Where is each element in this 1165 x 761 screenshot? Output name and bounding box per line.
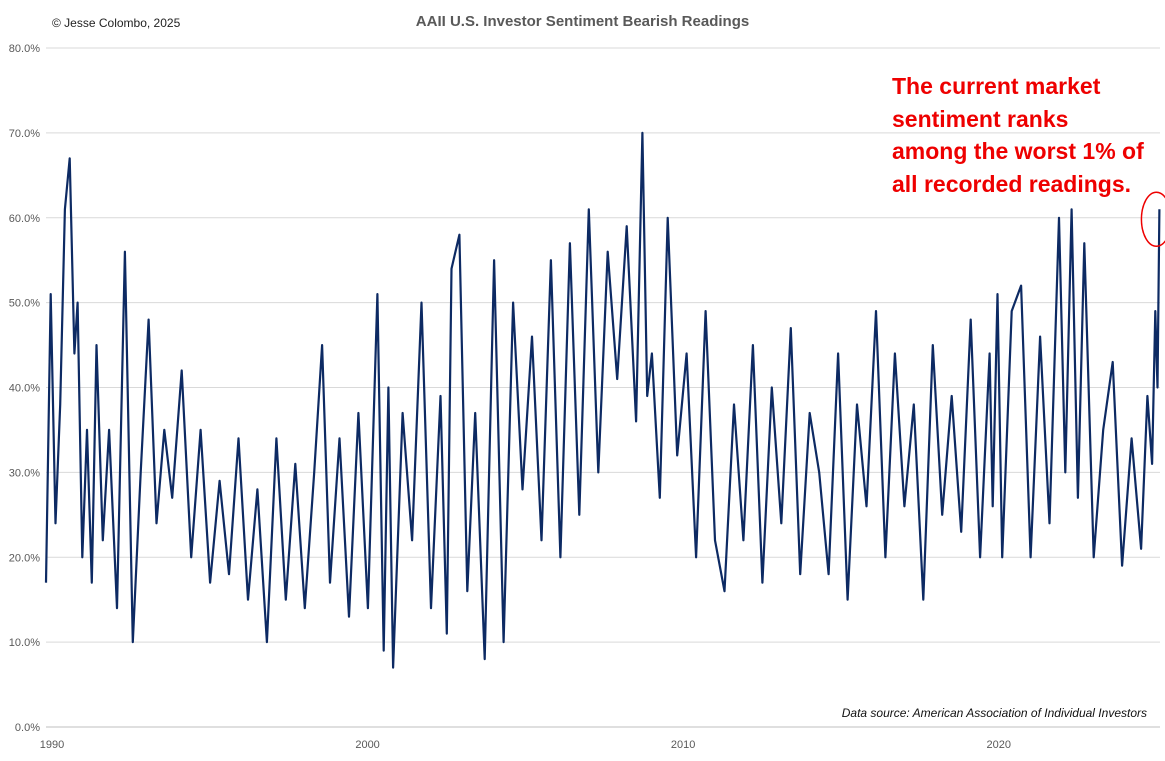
y-tick-label: 40.0%	[9, 383, 40, 395]
x-tick-label: 1990	[40, 739, 64, 751]
series-line-bearish	[44, 131, 1161, 669]
annotation-line: all recorded readings.	[892, 170, 1132, 197]
copyright-text: © Jesse Colombo, 2025	[52, 16, 181, 30]
y-tick-label: 0.0%	[15, 722, 40, 734]
y-tick-label: 20.0%	[9, 552, 40, 564]
y-tick-label: 10.0%	[9, 637, 40, 649]
annotation-text: The current market sentiment ranks among…	[892, 70, 1157, 200]
highlight-circle	[1140, 191, 1165, 248]
y-tick-label: 80.0%	[9, 43, 40, 55]
annotation-line: The current market	[892, 73, 1101, 99]
y-axis-tick-labels: 0.0% 10.0% 20.0% 30.0% 40.0% 50.0% 60.0% 70.0% 8…	[9, 43, 40, 734]
x-tick-label: 2010	[671, 739, 695, 751]
y-tick-label: 70.0%	[9, 128, 40, 140]
data-source-note: Data source: American Association of Ind…	[841, 706, 1147, 720]
x-tick-label: 2020	[987, 739, 1011, 751]
y-tick-label: 30.0%	[9, 467, 40, 479]
annotation-line: among the worst 1% of	[892, 138, 1144, 164]
x-axis-tick-labels: 1990 2000 2010 2020	[40, 739, 1011, 751]
annotation-line: sentiment ranks	[892, 105, 1069, 132]
y-tick-label: 50.0%	[9, 298, 40, 310]
chart-title: AAII U.S. Investor Sentiment Bearish Rea…	[415, 13, 750, 30]
x-tick-label: 2000	[355, 739, 379, 751]
y-tick-label: 60.0%	[9, 213, 40, 225]
